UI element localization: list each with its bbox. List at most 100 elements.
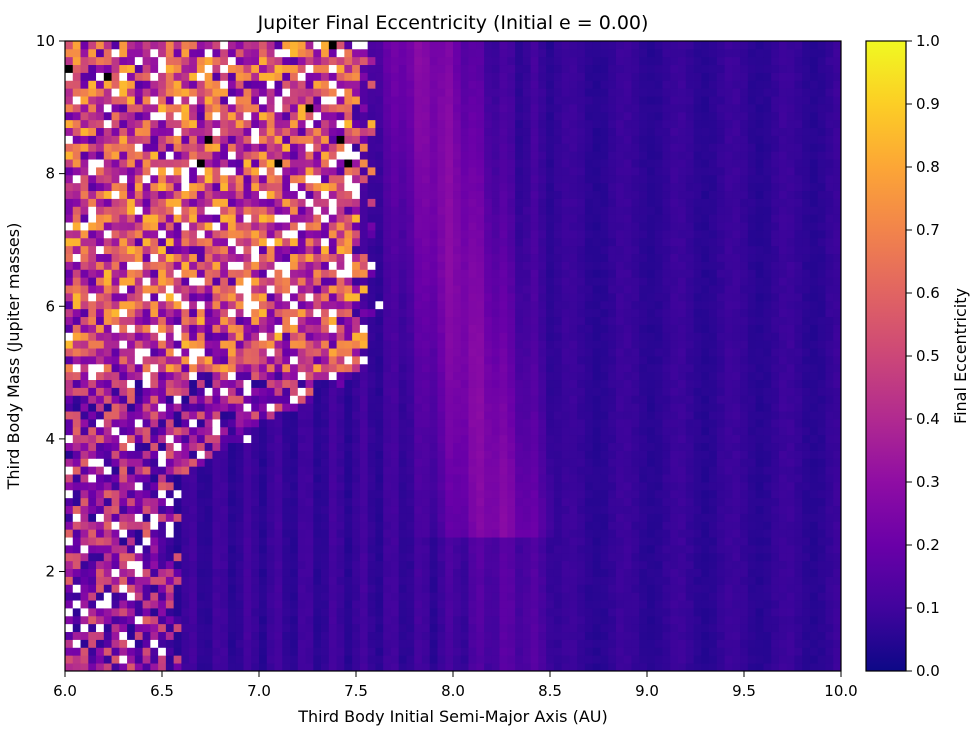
- heatmap-cell: [592, 497, 601, 507]
- heatmap-cell: [336, 521, 345, 530]
- heatmap-cell: [794, 608, 803, 617]
- heatmap-cell: [251, 631, 260, 640]
- heatmap-cell: [786, 395, 795, 404]
- heatmap-cell: [716, 356, 725, 365]
- heatmap-cell: [553, 277, 563, 286]
- heatmap-cell: [321, 489, 330, 499]
- heatmap-cell: [204, 363, 213, 373]
- heatmap-cell: [561, 608, 570, 617]
- heatmap-cell: [65, 356, 74, 365]
- heatmap-cell: [592, 363, 601, 373]
- heatmap-cell: [196, 537, 206, 546]
- heatmap-cell: [507, 442, 516, 451]
- heatmap-cell: [328, 419, 337, 428]
- heatmap-cell: [623, 505, 632, 514]
- heatmap-cell: [755, 363, 764, 373]
- heatmap-cell: [615, 521, 625, 530]
- heatmap-cell: [398, 285, 407, 294]
- heatmap-cell: [290, 513, 299, 522]
- heatmap-cell: [623, 348, 632, 357]
- heatmap-cell: [561, 529, 570, 538]
- heatmap-cell: [72, 277, 81, 286]
- heatmap-cell: [88, 537, 97, 546]
- heatmap-cell: [608, 631, 617, 640]
- heatmap-cell: [453, 442, 462, 451]
- heatmap-cell: [670, 505, 679, 514]
- heatmap-cell: [608, 639, 617, 648]
- heatmap-cell: [809, 371, 819, 381]
- heatmap-cell: [716, 348, 725, 357]
- heatmap-cell: [716, 615, 725, 625]
- heatmap-cell: [429, 482, 438, 491]
- heatmap-cell: [227, 356, 237, 365]
- heatmap-cell: [740, 655, 749, 664]
- heatmap-cell: [546, 647, 555, 656]
- heatmap-cell: [802, 584, 811, 593]
- heatmap-cell: [150, 363, 159, 373]
- heatmap-cell: [96, 285, 105, 294]
- heatmap-cell: [359, 419, 369, 428]
- heatmap-cell: [134, 450, 143, 459]
- heatmap-cell: [204, 466, 213, 475]
- heatmap-cell: [530, 293, 539, 302]
- heatmap-cell: [678, 647, 687, 656]
- heatmap-cell: [569, 300, 578, 310]
- heatmap-cell: [724, 411, 733, 420]
- heatmap-cell: [266, 293, 275, 302]
- heatmap-cell: [740, 434, 749, 444]
- heatmap-cell: [406, 545, 415, 554]
- heatmap-cell: [173, 285, 182, 294]
- heatmap-cell: [235, 450, 244, 459]
- heatmap-cell: [212, 576, 221, 585]
- heatmap-cell: [732, 482, 741, 491]
- heatmap-cell: [794, 356, 803, 365]
- heatmap-cell: [600, 379, 609, 388]
- heatmap-cell: [716, 505, 725, 514]
- heatmap-cell: [336, 332, 345, 341]
- heatmap-cell: [499, 293, 508, 302]
- heatmap-cell: [181, 615, 190, 625]
- heatmap-cell: [600, 332, 609, 341]
- heatmap-cell: [282, 529, 291, 538]
- heatmap-cell: [383, 403, 392, 412]
- heatmap-cell: [243, 639, 252, 648]
- heatmap-cell: [794, 419, 803, 428]
- heatmap-cell: [817, 419, 826, 428]
- heatmap-cell: [383, 600, 392, 609]
- heatmap-cell: [375, 277, 384, 286]
- heatmap-cell: [600, 395, 609, 404]
- heatmap-cell: [740, 537, 749, 546]
- heatmap-cell: [654, 482, 663, 491]
- heatmap-cell: [127, 395, 136, 404]
- heatmap-cell: [367, 600, 376, 609]
- heatmap-cell: [623, 529, 632, 538]
- heatmap-cell: [344, 663, 353, 672]
- heatmap-cell: [150, 552, 159, 562]
- heatmap-cell: [119, 308, 128, 318]
- heatmap-cell: [553, 505, 563, 514]
- heatmap-cell: [65, 497, 74, 507]
- heatmap-cell: [220, 426, 229, 436]
- heatmap-cell: [196, 529, 206, 538]
- heatmap-cell: [724, 426, 733, 436]
- heatmap-cell: [786, 552, 795, 562]
- heatmap-cell: [833, 663, 842, 672]
- heatmap-cell: [429, 387, 438, 396]
- heatmap-cell: [530, 403, 539, 412]
- heatmap-cell: [701, 434, 710, 444]
- heatmap-cell: [631, 379, 640, 388]
- heatmap-cell: [305, 560, 314, 570]
- heatmap-cell: [173, 489, 182, 499]
- heatmap-cell: [305, 356, 314, 365]
- heatmap-cell: [398, 489, 407, 499]
- heatmap-cell: [290, 426, 299, 436]
- heatmap-cell: [65, 340, 74, 349]
- heatmap-cell: [530, 655, 539, 664]
- heatmap-cell: [453, 324, 462, 333]
- heatmap-cell: [421, 340, 431, 349]
- heatmap-cell: [96, 300, 105, 310]
- heatmap-cell: [150, 316, 159, 325]
- heatmap-cell: [297, 615, 306, 625]
- heatmap-cell: [421, 316, 431, 325]
- heatmap-cell: [476, 623, 485, 633]
